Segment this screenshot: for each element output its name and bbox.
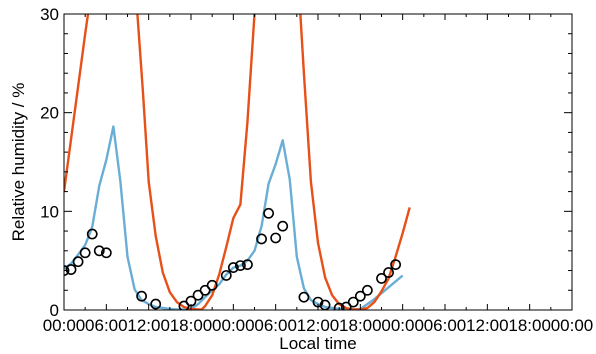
y-axis-label: Relative humidity / % [9, 83, 28, 242]
y-tick-label: 0 [50, 301, 59, 320]
observation-point [192, 289, 204, 301]
observation-point [298, 291, 310, 303]
observation-point [277, 220, 289, 232]
observation-point [227, 262, 239, 273]
y-tick-label: 10 [40, 202, 59, 221]
observation-point [72, 256, 84, 268]
y-tick-label: 30 [40, 5, 59, 24]
x-tick-label: 00:00 [381, 316, 424, 335]
x-tick-label: 12:00 [297, 316, 340, 335]
series-layer [64, 14, 411, 310]
observation-point [100, 247, 112, 259]
observation-point [333, 302, 345, 310]
observation-point [361, 284, 373, 296]
x-tick-label: 06:00 [254, 316, 297, 335]
observation-point [86, 228, 98, 240]
observation-point [199, 284, 211, 296]
observation-point [234, 260, 246, 271]
observation-point [390, 259, 402, 271]
observation-point [383, 267, 394, 278]
x-tick-label: 12:00 [466, 316, 509, 335]
y-tick-label: 20 [40, 104, 59, 123]
x-tick-label: 12:00 [127, 316, 170, 335]
x-tick-label: 18:00 [170, 316, 213, 335]
x-tick-label: 06:00 [85, 316, 128, 335]
observation-point [150, 298, 162, 310]
series-line-1 [64, 14, 411, 310]
x-tick-label: 00:00 [551, 316, 594, 335]
observation-point [206, 279, 218, 291]
observation-point [79, 247, 91, 259]
observation-point [270, 232, 282, 244]
observation-point [347, 296, 359, 308]
observation-point [340, 301, 352, 310]
observation-point [93, 245, 105, 257]
observation-point [65, 264, 77, 275]
tick-layer: 00:00 06:00 12:00 18:00 00:00 06:00 12:00 18:00… [40, 5, 593, 335]
observation-point [354, 290, 366, 302]
observation-point [376, 273, 387, 284]
x-tick-label: 18:00 [508, 316, 551, 335]
observation-point [136, 290, 148, 302]
observation-point [242, 259, 253, 271]
x-tick-label: 06:00 [424, 316, 467, 335]
observation-point [263, 207, 275, 219]
x-axis-label: Local time [279, 334, 356, 353]
observation-point [178, 300, 190, 310]
observation-point [220, 270, 232, 281]
x-tick-label: 00:00 [212, 316, 255, 335]
observation-point [256, 233, 267, 245]
x-tick-label: 00:00 [43, 316, 86, 335]
x-tick-label: 18:00 [339, 316, 382, 335]
